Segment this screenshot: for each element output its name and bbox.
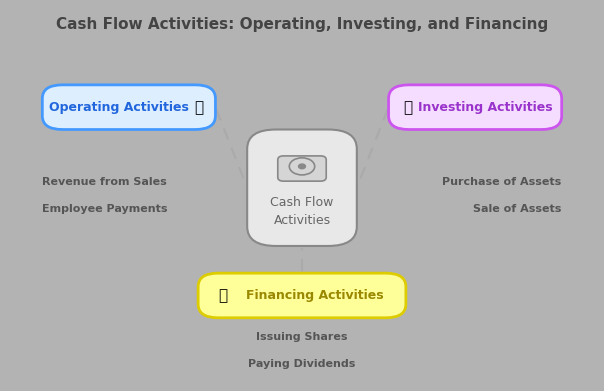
Text: 🏭: 🏭 <box>194 100 204 115</box>
Text: Cash Flow Activities: Operating, Investing, and Financing: Cash Flow Activities: Operating, Investi… <box>56 17 548 32</box>
FancyBboxPatch shape <box>247 129 357 246</box>
Text: Cash Flow: Cash Flow <box>271 196 333 209</box>
Text: Financing Activities: Financing Activities <box>246 289 384 302</box>
Text: Revenue from Sales: Revenue from Sales <box>42 177 167 187</box>
Text: Issuing Shares: Issuing Shares <box>256 332 348 342</box>
Text: 💰: 💰 <box>403 100 412 115</box>
Text: Paying Dividends: Paying Dividends <box>248 359 356 369</box>
Text: Employee Payments: Employee Payments <box>42 204 168 214</box>
Text: Operating Activities: Operating Activities <box>48 100 188 114</box>
Text: Investing Activities: Investing Activities <box>418 100 553 114</box>
Text: Activities: Activities <box>274 214 330 227</box>
FancyBboxPatch shape <box>42 85 216 129</box>
Text: Purchase of Assets: Purchase of Assets <box>443 177 562 187</box>
Circle shape <box>298 164 306 169</box>
FancyBboxPatch shape <box>388 85 562 129</box>
Text: Sale of Assets: Sale of Assets <box>474 204 562 214</box>
FancyBboxPatch shape <box>278 156 326 181</box>
Text: 💸: 💸 <box>218 288 227 303</box>
FancyBboxPatch shape <box>198 273 406 318</box>
